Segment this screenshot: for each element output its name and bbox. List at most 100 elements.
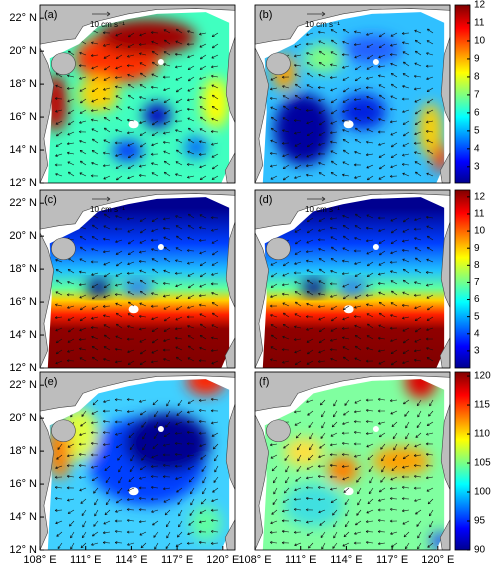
colorbar xyxy=(454,371,471,551)
colorbar-tick-label: 115 xyxy=(474,400,490,411)
y-tick-label: 18° N xyxy=(9,78,37,90)
colorbar xyxy=(454,189,471,369)
hainan-island xyxy=(51,52,76,76)
field-blob xyxy=(432,143,445,173)
island xyxy=(157,58,164,65)
panel-label: (e) xyxy=(44,376,57,388)
y-tick-label: 20° N xyxy=(9,230,37,242)
scale-label: 10 cm s⁻¹ xyxy=(90,205,125,214)
colorbar-tick-label: 3 xyxy=(474,346,480,357)
y-tick-label: 16° N xyxy=(9,478,37,490)
x-tick-label: 108° E xyxy=(23,554,56,566)
y-tick-label: 22° N xyxy=(9,197,37,209)
panel-label: (d) xyxy=(259,194,272,206)
field-blob xyxy=(418,102,443,157)
x-tick-label: 114° E xyxy=(330,554,362,566)
colorbar-tick-label: 12 xyxy=(474,191,486,202)
field-blob xyxy=(430,532,445,550)
x-tick-label: 117° E xyxy=(161,554,193,566)
field-blob xyxy=(284,437,324,467)
scale-arrow xyxy=(92,11,111,17)
map-panel: (b) 10 cm s⁻¹ 3 4 5 6 7 8 9 10 11 12 xyxy=(254,0,486,184)
field-blob xyxy=(112,140,144,162)
land xyxy=(254,414,269,551)
field-blobs xyxy=(272,35,445,173)
colorbar-tick-label: 105 xyxy=(474,458,491,469)
colorbar-tick-label: 4 xyxy=(474,328,480,339)
land xyxy=(39,232,54,369)
map-panel: (c) 10 cm s⁻¹ 12° N 14° N 16° N 18° N 20° N 22°… xyxy=(9,189,236,374)
y-tick-label: 12° N xyxy=(9,544,37,556)
map-panel: (e) 12° N 14° N 16° N 18° N 20° N 22° N 108° E 1… xyxy=(9,371,239,566)
island xyxy=(343,487,354,496)
field-blobs xyxy=(47,379,226,542)
land xyxy=(254,232,269,369)
y-tick-label: 12° N xyxy=(9,177,37,189)
x-tick-label: 108° E xyxy=(238,554,271,566)
field-blob xyxy=(98,19,196,55)
y-tick-label: 22° N xyxy=(9,12,37,24)
colorbar-tick-label: 9 xyxy=(474,243,480,254)
field-blob xyxy=(79,76,118,112)
panel-label: (c) xyxy=(44,194,57,206)
scale-label: 10 cm s⁻¹ xyxy=(305,20,340,29)
panel-label: (b) xyxy=(259,9,272,21)
colorbar-tick-label: 7 xyxy=(474,277,480,288)
field-blob xyxy=(274,94,333,166)
y-tick-label: 12° N xyxy=(9,362,37,374)
island xyxy=(128,120,139,129)
x-tick-label: 120° E xyxy=(206,554,239,566)
field xyxy=(262,12,445,183)
island xyxy=(128,305,139,314)
scale-label: 10 cm s⁻¹ xyxy=(305,205,340,214)
y-tick-label: 14° N xyxy=(9,329,37,341)
panel-label: (a) xyxy=(44,9,57,21)
colorbar-tick-label: 12 xyxy=(474,0,486,11)
x-tick-label: 120° E xyxy=(421,554,454,566)
colorbar-tick-label: 3 xyxy=(474,161,480,172)
field-blob xyxy=(190,505,222,542)
y-tick-label: 18° N xyxy=(9,263,37,275)
x-tick-label: 111° E xyxy=(285,554,317,566)
hainan-island xyxy=(51,419,76,443)
map-panel: (a) 10 cm s⁻¹ 12° N 14° N 16° N 18° N 20° N 22°… xyxy=(9,4,236,189)
island xyxy=(157,425,164,432)
field-blob xyxy=(123,412,210,474)
y-tick-label: 18° N xyxy=(9,445,37,457)
panel-frame xyxy=(39,371,236,551)
colorbar-tick-label: 8 xyxy=(474,72,480,83)
island xyxy=(372,425,379,432)
island xyxy=(343,120,354,129)
scale-label: 10 cm s⁻¹ xyxy=(90,20,125,29)
field-blob xyxy=(184,136,208,159)
hainan-island xyxy=(266,237,291,261)
island xyxy=(372,243,379,250)
colorbar-tick-label: 6 xyxy=(474,108,480,119)
field-blob xyxy=(143,102,171,128)
colorbar-tick-label: 110 xyxy=(474,429,490,440)
colorbar-tick-label: 95 xyxy=(474,516,486,527)
island xyxy=(343,305,354,314)
colorbar-tick-label: 8 xyxy=(474,260,480,271)
panel-frame xyxy=(39,189,236,369)
panel-frame xyxy=(254,4,451,184)
panel-label: (f) xyxy=(259,376,269,388)
field-blob xyxy=(201,77,230,128)
field-blob xyxy=(186,379,226,396)
land xyxy=(254,47,269,184)
field-blob xyxy=(284,484,343,527)
colorbar-tick-label: 7 xyxy=(474,90,480,101)
colorbar-tick-label: 9 xyxy=(474,54,480,65)
hainan-island xyxy=(266,419,291,443)
panel-frame xyxy=(254,189,451,369)
colorbar-tick-label: 120 xyxy=(474,371,491,382)
colorbar-tick-label: 10 xyxy=(474,36,486,47)
colorbar-tick-label: 5 xyxy=(474,311,480,322)
colorbar-tick-label: 11 xyxy=(474,18,485,29)
y-tick-label: 16° N xyxy=(9,111,37,123)
field xyxy=(47,12,230,183)
map-panel: (f) 108° E 111° E 114° E 117° E 120° E 90 95 100… xyxy=(238,371,491,566)
colorbar-tick-label: 10 xyxy=(474,226,486,237)
field-blob xyxy=(336,280,369,296)
x-tick-label: 111° E xyxy=(70,554,102,566)
